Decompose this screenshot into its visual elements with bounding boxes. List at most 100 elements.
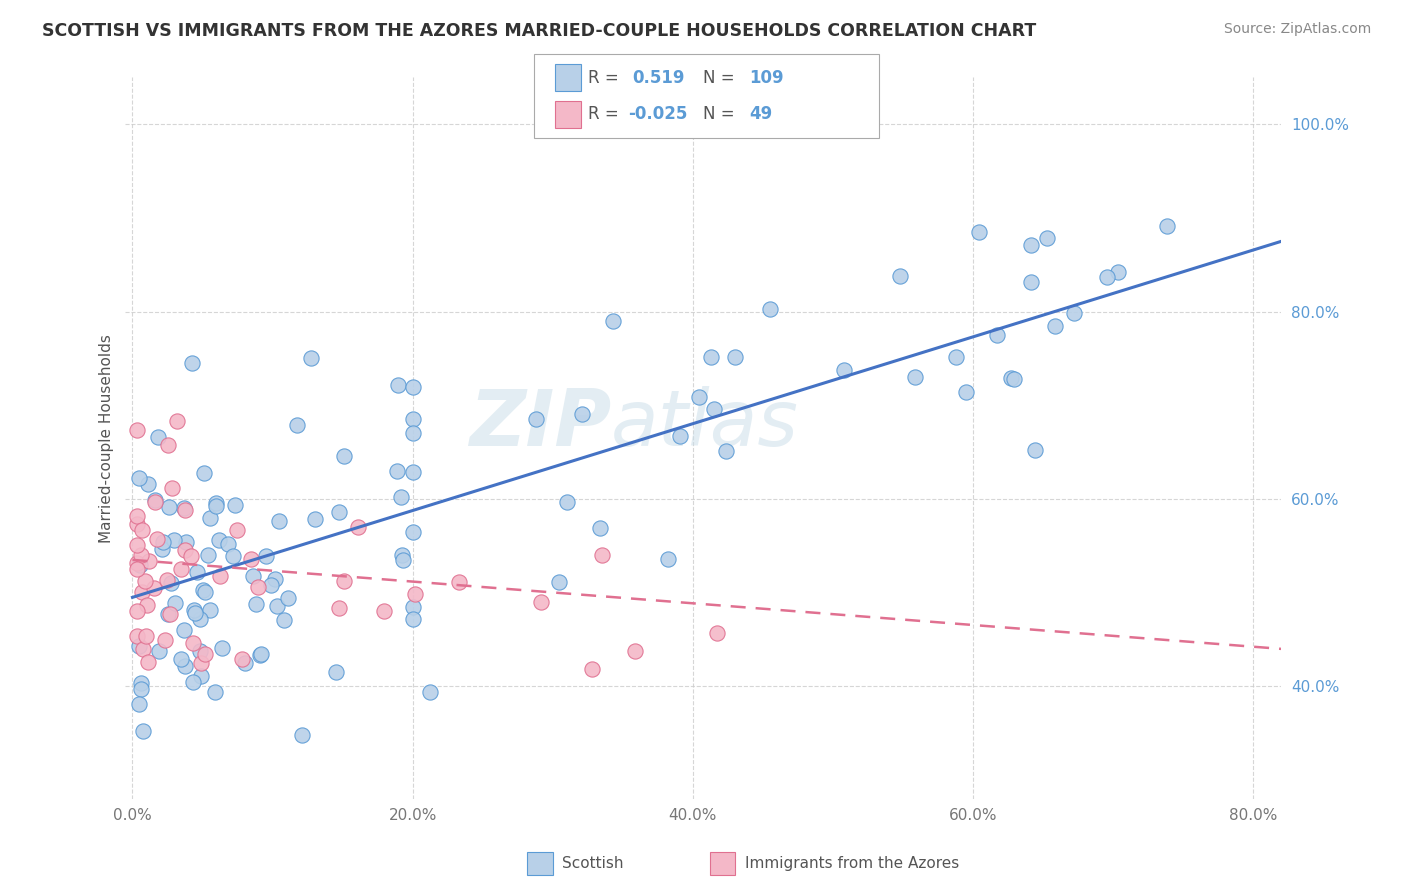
Point: [591, 548, 613, 562]
Point: [159, 607, 181, 622]
Point: [703, 402, 725, 417]
Y-axis label: Married-couple Households: Married-couple Households: [100, 334, 114, 542]
Point: [222, 549, 245, 563]
Point: [181, 674, 204, 689]
Point: [706, 626, 728, 640]
Point: [247, 580, 270, 594]
Point: [129, 548, 152, 562]
Point: [624, 644, 647, 658]
Point: [1095, 269, 1118, 284]
Point: [225, 523, 247, 537]
Point: [173, 623, 195, 637]
Point: [180, 549, 202, 563]
Point: [169, 562, 191, 576]
Point: [132, 642, 155, 657]
Point: [389, 490, 412, 504]
Point: [142, 582, 165, 596]
Point: [128, 697, 150, 711]
Point: [1019, 275, 1042, 289]
Point: [174, 535, 197, 549]
Point: [602, 313, 624, 327]
Point: [125, 538, 148, 552]
Point: [1024, 443, 1046, 458]
Point: [136, 598, 159, 612]
Point: [156, 573, 179, 587]
Point: [714, 443, 737, 458]
Point: [198, 603, 221, 617]
Point: [449, 575, 471, 590]
Point: [188, 644, 211, 658]
Point: [146, 430, 169, 444]
Point: [402, 612, 425, 626]
Point: [547, 574, 569, 589]
Point: [162, 481, 184, 495]
Point: [404, 587, 426, 601]
Point: [197, 548, 219, 562]
Point: [328, 505, 350, 519]
Point: [145, 495, 167, 509]
Point: [945, 350, 967, 364]
Point: [401, 599, 423, 614]
Point: [204, 685, 226, 699]
Point: [231, 652, 253, 666]
Point: [211, 640, 233, 655]
Text: Source: ZipAtlas.com: Source: ZipAtlas.com: [1223, 22, 1371, 37]
Point: [131, 523, 153, 537]
Point: [889, 268, 911, 283]
Point: [401, 524, 423, 539]
Point: [291, 728, 314, 742]
Point: [401, 380, 423, 394]
Point: [724, 350, 747, 364]
Point: [174, 543, 197, 558]
Point: [254, 549, 277, 563]
Point: [524, 411, 547, 425]
Point: [200, 510, 222, 524]
Point: [173, 658, 195, 673]
Point: [131, 675, 153, 690]
Text: N =: N =: [703, 69, 734, 87]
Point: [208, 569, 231, 583]
Point: [555, 495, 578, 509]
Point: [181, 356, 204, 370]
Point: [250, 647, 273, 661]
Point: [128, 471, 150, 485]
Point: [191, 582, 214, 597]
Point: [581, 662, 603, 676]
Point: [138, 554, 160, 568]
Point: [163, 596, 186, 610]
Point: [152, 535, 174, 549]
Point: [1021, 238, 1043, 252]
Point: [125, 423, 148, 437]
Point: [401, 465, 423, 479]
Point: [401, 425, 423, 440]
Point: [260, 577, 283, 591]
Point: [263, 572, 285, 586]
Point: [419, 684, 441, 698]
Point: [193, 466, 215, 480]
Text: 0.519: 0.519: [633, 69, 685, 87]
Point: [170, 651, 193, 665]
Point: [391, 548, 413, 562]
Point: [125, 508, 148, 523]
Point: [157, 438, 180, 452]
Point: [156, 607, 179, 622]
Point: [173, 503, 195, 517]
Point: [148, 644, 170, 658]
Text: atlas: atlas: [610, 385, 799, 462]
Point: [125, 562, 148, 576]
Point: [530, 595, 553, 609]
Point: [299, 351, 322, 365]
Text: ZIP: ZIP: [468, 385, 610, 462]
Point: [184, 606, 207, 620]
Point: [333, 449, 356, 463]
Point: [1043, 318, 1066, 333]
Point: [571, 407, 593, 421]
Point: [224, 498, 246, 512]
Point: [150, 542, 173, 557]
Point: [143, 493, 166, 508]
Point: [277, 591, 299, 605]
Point: [387, 378, 409, 392]
Point: [1000, 371, 1022, 385]
Point: [249, 648, 271, 662]
Point: [1107, 264, 1129, 278]
